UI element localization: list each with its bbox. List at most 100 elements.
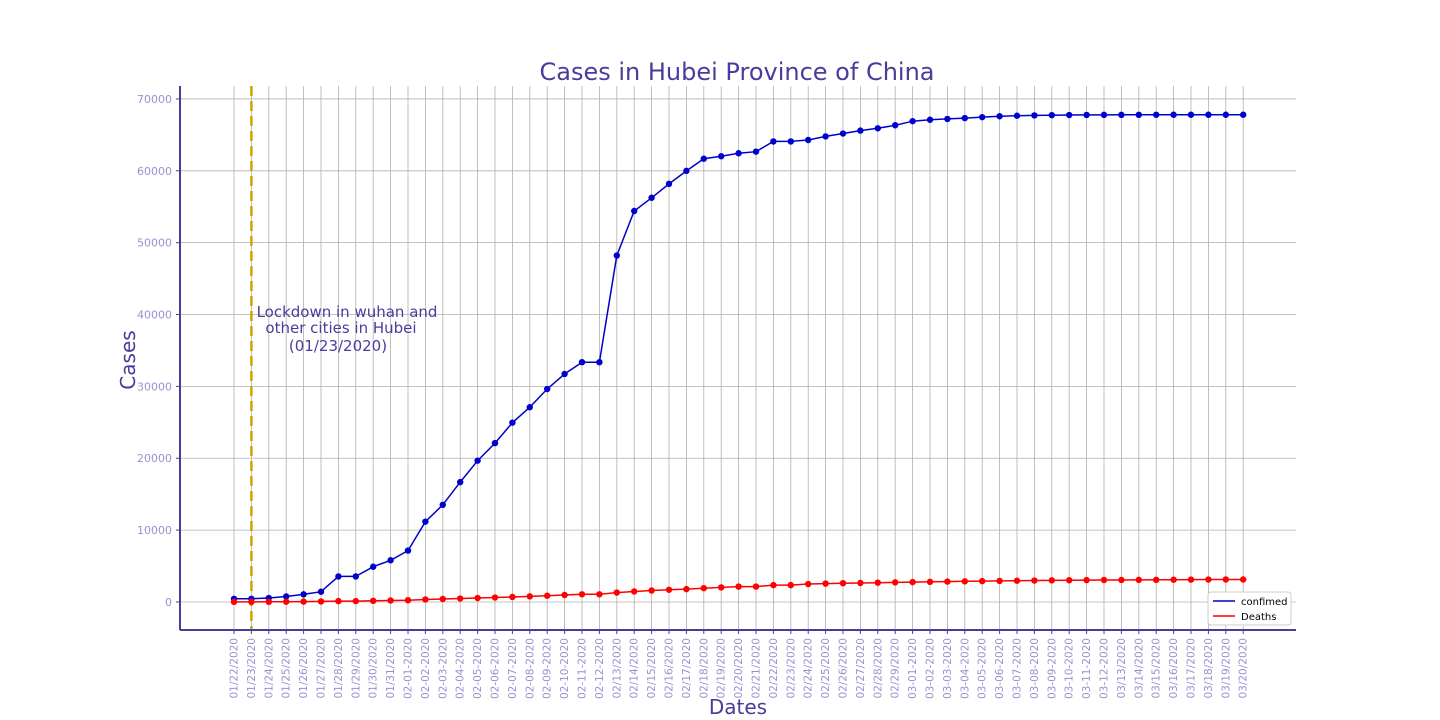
data-point-deaths	[509, 593, 516, 601]
data-point-deaths	[735, 583, 742, 590]
data-point-confimed	[1083, 111, 1090, 119]
data-point-confimed	[996, 113, 1003, 120]
x-tick-label: 03-11-2020	[1081, 638, 1093, 699]
data-point-deaths	[926, 578, 934, 586]
x-tick-label: 03-10-2020	[1064, 638, 1076, 699]
data-point-confimed	[961, 114, 968, 122]
y-tick-label: 20000	[137, 452, 172, 465]
data-point-deaths	[1048, 577, 1056, 584]
data-point-deaths	[439, 595, 446, 603]
x-tick-label: 02-07-2020	[507, 638, 519, 699]
data-point-confimed	[874, 125, 881, 132]
x-tick-label: 02/16/2020	[664, 638, 676, 699]
data-point-deaths	[787, 581, 794, 589]
data-point-deaths	[805, 580, 812, 588]
data-point-confimed	[561, 370, 568, 378]
data-point-deaths	[822, 580, 829, 587]
x-tick-label: 03/14/2020	[1133, 638, 1145, 699]
data-point-deaths	[317, 598, 325, 605]
x-tick-label: 01/23/2020	[246, 638, 258, 699]
data-point-deaths	[230, 598, 238, 606]
data-point-confimed	[787, 138, 794, 145]
x-tick-label: 02/19/2020	[716, 638, 728, 699]
data-point-confimed	[944, 115, 951, 123]
data-point-confimed	[335, 573, 342, 580]
data-point-deaths	[265, 598, 272, 606]
data-point-confimed	[1240, 111, 1247, 118]
data-point-deaths	[874, 579, 881, 586]
x-tick-label: 03/18/2020	[1203, 638, 1215, 699]
data-point-deaths	[1066, 577, 1073, 584]
data-point-confimed	[1135, 111, 1143, 119]
x-tick-label: 02-03-2020	[437, 638, 449, 699]
y-tick-labels: 0 10000 20000 30000 40000 50000 60000 70000	[137, 93, 180, 609]
data-point-confimed	[1048, 111, 1056, 119]
data-point-deaths	[944, 578, 951, 585]
data-point-confimed	[1066, 111, 1073, 119]
x-tick-label: 02/18/2020	[698, 638, 710, 699]
data-point-deaths	[1205, 576, 1212, 583]
x-tick-label: 02/28/2020	[872, 638, 884, 699]
data-point-deaths	[1118, 576, 1125, 584]
data-point-confimed	[700, 155, 707, 162]
data-point-confimed	[822, 133, 829, 140]
data-point-deaths	[544, 592, 551, 599]
data-point-deaths	[422, 596, 429, 603]
x-tick-label: 03/17/2020	[1186, 638, 1198, 699]
x-tick-label: 01/29/2020	[350, 638, 362, 699]
legend: confimed Deaths	[1207, 591, 1292, 626]
x-tick-label: 02-06-2020	[490, 638, 502, 699]
data-point-confimed	[526, 404, 533, 411]
data-point-confimed	[735, 150, 742, 157]
data-point-confimed	[839, 130, 847, 137]
data-point-confimed	[1170, 111, 1177, 118]
data-point-confimed	[648, 194, 655, 201]
data-point-confimed	[1013, 112, 1021, 119]
y-tick-label: 30000	[137, 380, 172, 393]
data-point-confimed	[613, 252, 620, 259]
x-tick-label: 02-11-2020	[577, 638, 589, 699]
data-point-deaths	[335, 597, 342, 605]
x-tick-label: 03/15/2020	[1151, 638, 1163, 699]
x-tick-label: 02/20/2020	[733, 638, 745, 699]
data-point-deaths	[370, 597, 377, 605]
data-point-deaths	[1013, 577, 1021, 584]
data-point-deaths	[526, 593, 533, 600]
data-point-confimed	[1153, 111, 1160, 118]
x-tick-label: 01/27/2020	[316, 638, 328, 699]
data-point-confimed	[1031, 112, 1038, 119]
data-point-confimed	[909, 117, 916, 125]
data-point-deaths	[1100, 576, 1108, 584]
data-point-confimed	[457, 478, 464, 486]
data-point-deaths	[300, 598, 307, 605]
data-point-deaths	[683, 585, 690, 593]
x-tick-label: 02-08-2020	[524, 638, 536, 699]
data-point-deaths	[700, 584, 707, 592]
data-point-deaths	[457, 595, 464, 602]
data-point-deaths	[770, 581, 777, 589]
lockdown-annotation: Lockdown in wuhan and other cities in Hu…	[257, 303, 438, 355]
data-point-confimed	[857, 127, 864, 134]
x-tick-label: 02-04-2020	[455, 638, 467, 699]
x-tick-label: 03/19/2020	[1220, 638, 1232, 699]
x-tick-label: 02-09-2020	[542, 638, 554, 699]
data-point-deaths	[1153, 576, 1160, 584]
data-point-deaths	[1222, 576, 1230, 583]
data-point-confimed	[805, 136, 812, 144]
data-point-confimed	[1118, 111, 1125, 119]
data-point-confimed	[683, 167, 690, 175]
data-point-confimed	[1100, 111, 1108, 119]
x-tick-label: 03-01-2020	[907, 638, 919, 699]
data-point-deaths	[613, 589, 620, 596]
data-point-confimed	[631, 207, 638, 215]
data-point-confimed	[422, 518, 429, 525]
data-point-confimed	[387, 557, 394, 564]
y-axis-label: Cases	[116, 330, 140, 389]
y-tick-label: 70000	[137, 93, 172, 106]
x-tick-label: 02/17/2020	[681, 638, 693, 699]
x-tick-label: 02/24/2020	[803, 638, 815, 699]
x-tick-label: 03/20/2020	[1238, 638, 1250, 699]
data-point-confimed	[300, 591, 307, 598]
x-tick-label: 02/25/2020	[820, 638, 832, 699]
data-point-deaths	[283, 598, 290, 605]
